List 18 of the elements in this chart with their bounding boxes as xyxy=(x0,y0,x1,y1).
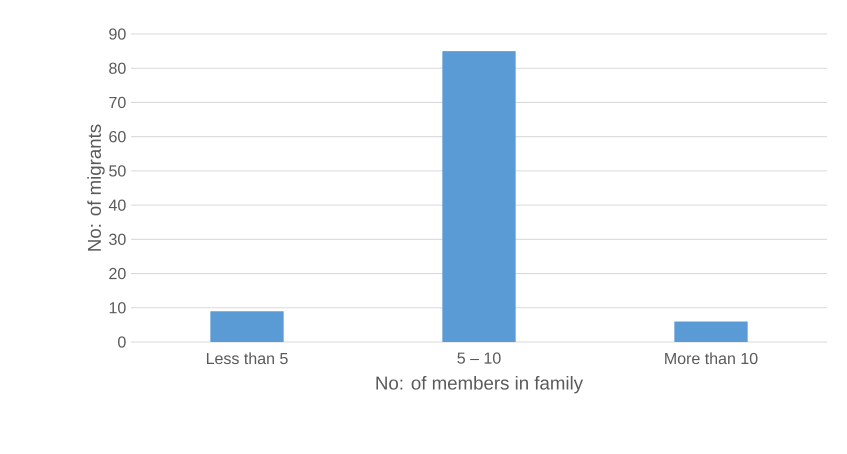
y-tick-label: 50 xyxy=(109,165,126,177)
x-axis-title: No: of members in family xyxy=(376,376,584,394)
y-axis-title: No: of migrants xyxy=(87,124,105,251)
x-tick-label: Less than 5 xyxy=(206,352,288,364)
y-tick-label: 30 xyxy=(109,234,126,245)
y-tick-label: 10 xyxy=(110,302,126,314)
x-tick-label: 5 – 10 xyxy=(457,352,501,364)
y-tick-label: 0 xyxy=(118,336,126,348)
y-tick-label: 70 xyxy=(109,96,126,108)
bar xyxy=(210,311,284,342)
y-tick-label: 80 xyxy=(109,62,126,74)
y-tick-label: 40 xyxy=(108,199,126,211)
bar xyxy=(674,321,748,342)
y-tick-label: 20 xyxy=(109,268,126,280)
y-tick-label: 90 xyxy=(109,28,126,40)
x-tick-label: More than 10 xyxy=(665,352,758,364)
bar xyxy=(442,51,516,342)
y-tick-label: 60 xyxy=(109,131,126,142)
